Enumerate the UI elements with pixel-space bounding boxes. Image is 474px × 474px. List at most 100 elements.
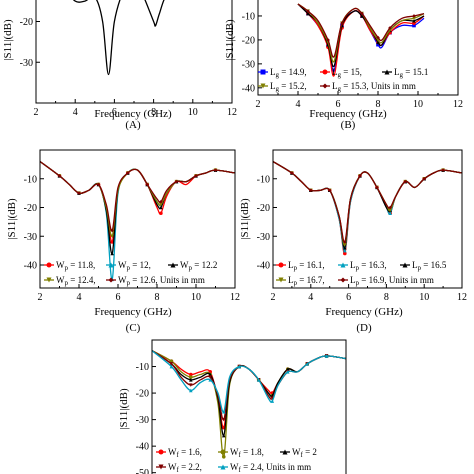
panel-D-curves — [273, 160, 462, 256]
series-marker-C-4-7 — [110, 228, 114, 233]
series-marker-E-1-3 — [189, 375, 193, 379]
legend-label-B-2: Lg = 15.1 — [394, 67, 428, 79]
series-marker-E-4-13 — [270, 399, 275, 403]
legend-label-C-2: Wp = 12.2 — [180, 260, 217, 272]
legend-B: Lg = 14.9, Lg = 15, Lg = 15.1Lg = 15.2, Lg … — [258, 67, 428, 93]
legend-label-B-4: Lg = 15.3, Units in mm — [332, 81, 416, 93]
x-tick-label-C-1: 4 — [77, 292, 82, 303]
x-tick-label-B-3: 8 — [376, 99, 381, 110]
legend-label-sub-C-2: p — [189, 264, 193, 272]
series-marker-B-2-7 — [360, 14, 364, 18]
legend-marker-B-0 — [260, 69, 266, 75]
x-tick-label-B-0: 2 — [256, 99, 261, 110]
y-tick-label-D-0: -10 — [257, 174, 270, 185]
legend-label-E-3: Wf = 2.2, — [168, 462, 202, 474]
y-tick-label-D-1: -20 — [257, 203, 270, 214]
legend-marker-B-1 — [322, 69, 328, 75]
series-marker-C-0-13 — [159, 211, 163, 216]
series-marker-C-4-9 — [125, 171, 130, 175]
x-tick-label-A-3: 8 — [151, 107, 156, 118]
series-marker-E-3-3 — [189, 383, 193, 387]
series-marker-C-4-13 — [159, 199, 163, 204]
series-marker-D-2-7 — [343, 245, 347, 250]
y-tick-label-E-0: -10 — [136, 362, 149, 373]
y-tick-label-E-1: -20 — [136, 389, 149, 400]
legend-label-text-C-4: = 12.6, Units in mm — [130, 275, 205, 285]
series-marker-E-3-5 — [208, 375, 212, 379]
legend-label-sub-C-1: p — [127, 264, 131, 272]
panel-E-frame — [151, 339, 347, 474]
legend-label-C-1: Wp = 12, — [118, 260, 151, 272]
legend-label-D-2: Lp = 16.5 — [412, 260, 447, 272]
legend-label-sub-D-2: p — [418, 264, 422, 272]
legend-label-text-D-0: = 16.1, — [297, 260, 325, 270]
legend-label-prefix-C-3: W — [56, 275, 65, 285]
series-marker-B-4-7 — [360, 11, 364, 16]
panel-C: 2 4 6 8 10 12 -10 -20 -30 -40 |S11|(dB) Frequency (… — [6, 149, 240, 334]
legend-label-E-1: Wf = 1.8, — [230, 447, 264, 459]
legend-marker-C-2 — [170, 262, 176, 268]
panel-E-curves — [152, 350, 346, 459]
series-marker-B-4-3 — [326, 38, 330, 42]
legend-label-text-C-2: = 12.2 — [192, 260, 217, 270]
legend-label-prefix-C-2: W — [180, 260, 189, 270]
legend-label-prefix-D-1: L — [350, 260, 356, 270]
x-tick-label-C-0: 2 — [38, 292, 43, 303]
legend-label-text-E-1: = 1.8, — [241, 447, 264, 457]
legend-label-text-E-3: = 2.2, — [179, 462, 202, 472]
y-axis-label-D: |S11|(dB) — [239, 198, 251, 240]
series-marker-E-4-7 — [221, 409, 226, 414]
legend-label-prefix-B-1: L — [332, 67, 338, 77]
legend-marker-D-4 — [340, 277, 346, 283]
legend-marker-C-0 — [46, 262, 52, 268]
series-line-A-0 — [72, 0, 165, 76]
x-tick-label-D-1: 4 — [308, 292, 313, 303]
series-marker-D-4-11 — [375, 185, 379, 190]
panel-A: 2 4 6 8 10 12 -20 -30 |S11|(dB) Frequency (GHz)(A… — [2, 0, 237, 131]
legend-label-C-0: Wp = 11.8, — [56, 260, 95, 272]
x-tick-label-D-3: 8 — [384, 292, 389, 303]
series-marker-C-4-5 — [96, 182, 101, 187]
series-marker-E-3-1 — [169, 362, 174, 366]
legend-label-sub-D-3: p — [294, 279, 298, 287]
series-marker-B-4-13 — [412, 14, 416, 18]
series-marker-E-4-9 — [237, 364, 242, 369]
x-tick-label-C-2: 6 — [116, 292, 121, 303]
series-line-E-2 — [152, 350, 346, 437]
legend-label-sub-C-3: p — [65, 279, 69, 287]
series-line-D-3 — [273, 160, 462, 246]
x-tick-label-C-4: 10 — [191, 292, 201, 303]
series-marker-C-4-15 — [174, 179, 179, 184]
x-tick-label-D-2: 6 — [346, 292, 351, 303]
y-tick-label-D-3: -40 — [257, 261, 270, 272]
legend-D: Lp = 16.1, Lp = 16.3, Lp = 16.5Lp = 16.7, L… — [276, 260, 447, 287]
panel-caption-C: (C) — [126, 322, 141, 334]
legend-label-sub-B-1: g — [338, 71, 342, 79]
y-axis-label-A: |S11|(dB) — [2, 19, 14, 61]
y-axis-label-C: |S11|(dB) — [6, 198, 18, 240]
legend-marker-C-3 — [46, 277, 52, 283]
legend-label-sub-D-4: p — [356, 279, 360, 287]
y-tick-label-C-1: -20 — [24, 203, 37, 214]
series-marker-D-4-3 — [309, 188, 313, 193]
panel-A-curves — [72, 0, 165, 76]
y-tick-label-C-0: -10 — [24, 174, 37, 185]
x-tick-label-B-1: 4 — [296, 99, 301, 110]
series-marker-B-4-11 — [388, 26, 392, 30]
legend-label-text-B-0: = 14.9, — [279, 67, 307, 77]
x-tick-label-B-2: 6 — [336, 99, 341, 110]
y-tick-label-B-1: -20 — [242, 35, 255, 46]
series-line-E-0 — [152, 350, 346, 429]
legend-label-prefix-E-3: W — [168, 462, 177, 472]
y-tick-label-B-0: -10 — [242, 11, 255, 22]
series-marker-B-2-1 — [306, 11, 310, 16]
series-marker-C-4-17 — [194, 174, 198, 178]
series-marker-E-4-11 — [256, 378, 261, 382]
legend-marker-E-4 — [220, 464, 226, 470]
legend-label-prefix-E-1: W — [230, 447, 239, 457]
series-marker-E-3-7 — [221, 417, 226, 422]
panel-E: -10-20-30-40-50|S11|(dB)Wf = 1.6, Wf = 1.… — [118, 339, 347, 474]
legend-marker-B-3 — [260, 83, 266, 89]
series-marker-E-4-5 — [208, 378, 212, 382]
